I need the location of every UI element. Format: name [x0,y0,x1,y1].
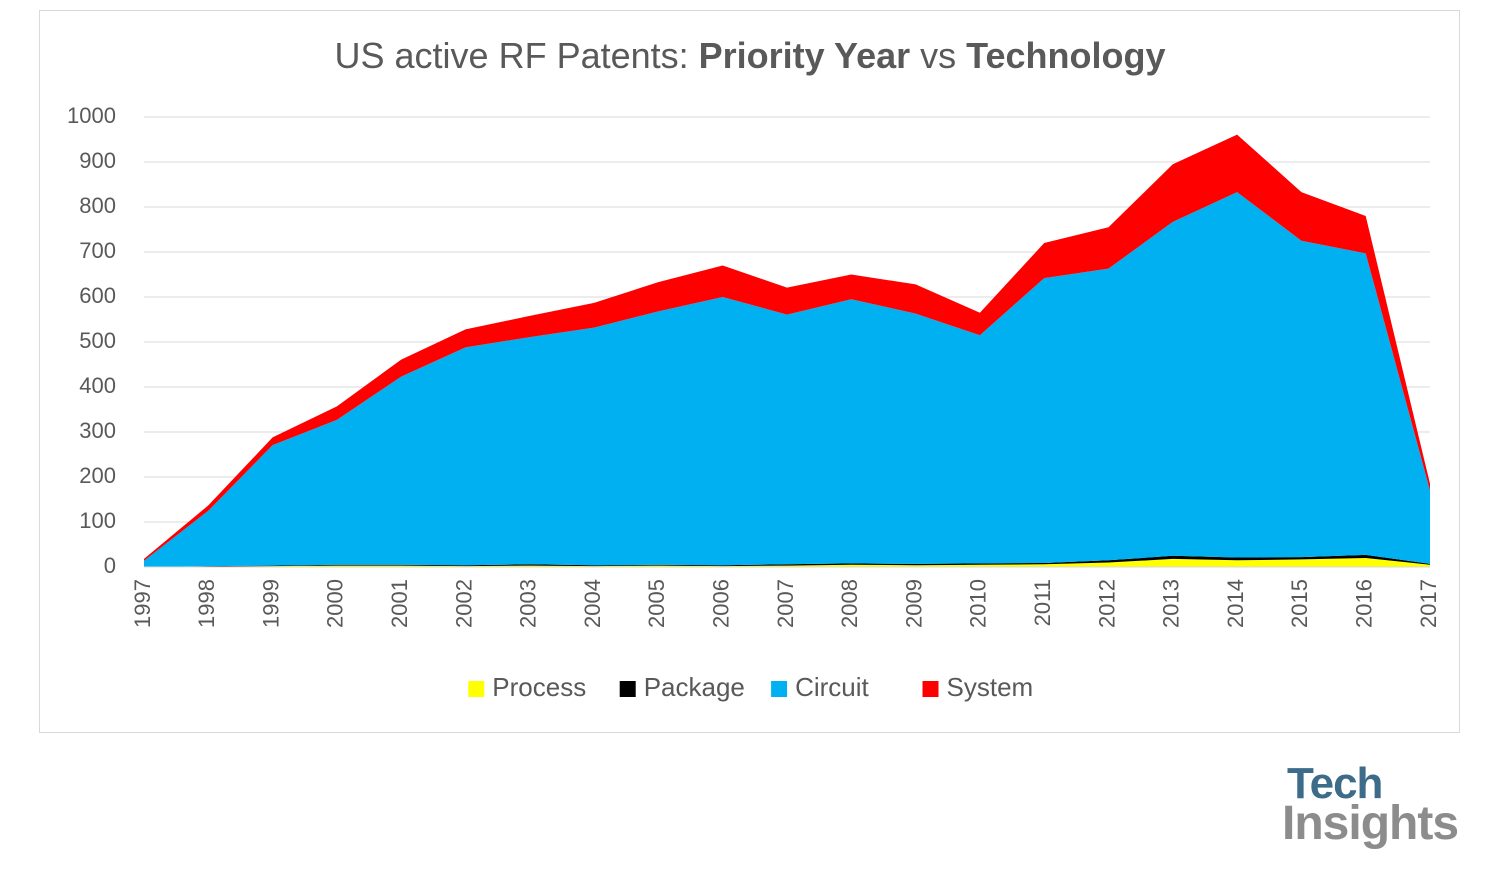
x-tick-label-2003: 2003 [516,579,541,628]
legend-item-process: Process [468,672,586,702]
y-tick-label-800: 800 [79,193,116,218]
x-tick-label-1998: 1998 [194,579,219,628]
x-tick-label-2011: 2011 [1030,579,1055,626]
legend-swatch-package [619,681,636,697]
logo-insights: Insights [1282,797,1459,850]
x-tick-label-2007: 2007 [773,579,798,628]
x-tick-label-2017: 2017 [1416,579,1441,628]
y-tick-label-500: 500 [79,328,116,353]
x-tick-label-1997: 1997 [130,579,155,628]
techinsights-logo: Tech Insights [1282,762,1482,862]
x-tick-label-2013: 2013 [1159,579,1184,628]
x-tick-label-1999: 1999 [258,579,283,628]
x-tick-label-2010: 2010 [966,579,991,628]
area-circuit [144,192,1430,567]
title-part-3: vs [910,35,966,76]
x-tick-label-2014: 2014 [1223,579,1248,628]
y-tick-label-0: 0 [104,553,116,578]
x-tick-label-2015: 2015 [1287,579,1312,628]
title-part-1: US active RF Patents: [335,35,699,76]
title-part-4: Technology [966,35,1165,76]
title-part-2: Priority Year [699,35,910,76]
legend-label-process: Process [492,672,586,702]
x-tick-label-2016: 2016 [1352,579,1377,628]
y-tick-label-1000: 1000 [67,103,116,128]
x-tick-label-2000: 2000 [323,579,348,628]
legend-swatch-process [468,681,485,697]
legend-label-package: Package [644,672,745,702]
y-axis: 0 100 200 300 400 500 600 700 800 900 1000 [67,103,116,578]
y-tick-label-300: 300 [79,418,116,443]
y-tick-label-700: 700 [79,238,116,263]
x-tick-label-2012: 2012 [1094,579,1119,628]
chart-frame: US active RF Patents: Priority Year vs T… [39,10,1460,733]
legend-label-circuit: Circuit [795,672,869,702]
y-tick-label-900: 900 [79,148,116,173]
plot-areas [144,134,1430,567]
x-tick-label-2004: 2004 [580,579,605,628]
legend-swatch-system [922,681,939,697]
legend-item-circuit: Circuit [771,672,870,702]
x-tick-label-2008: 2008 [837,579,862,628]
area-system [144,134,1430,561]
logo-tech: Tech [1287,759,1383,808]
y-tick-label-100: 100 [79,508,116,533]
chart-svg: US active RF Patents: Priority Year vs T… [67,35,1441,702]
legend-item-package: Package [619,672,745,702]
y-tick-label-600: 600 [79,283,116,308]
x-tick-label-2009: 2009 [901,579,926,628]
x-axis: 1997 1998 1999 2000 2001 2002 2003 2004 2005 2006… [130,566,1441,628]
chart-title: US active RF Patents: Priority Year vs T… [335,35,1166,76]
legend-label-system: System [947,672,1034,702]
x-tick-label-2002: 2002 [451,579,476,628]
x-tick-label-2005: 2005 [644,579,669,628]
x-tick-label-2006: 2006 [709,579,734,628]
area-process [144,558,1430,567]
x-tick-label-2001: 2001 [387,579,412,628]
area-package [144,554,1430,567]
y-tick-label-400: 400 [79,373,116,398]
legend-item-system: System [922,672,1034,702]
y-tick-label-200: 200 [79,463,116,488]
legend: Process Package Circuit System [468,672,1033,702]
legend-swatch-circuit [771,681,788,697]
